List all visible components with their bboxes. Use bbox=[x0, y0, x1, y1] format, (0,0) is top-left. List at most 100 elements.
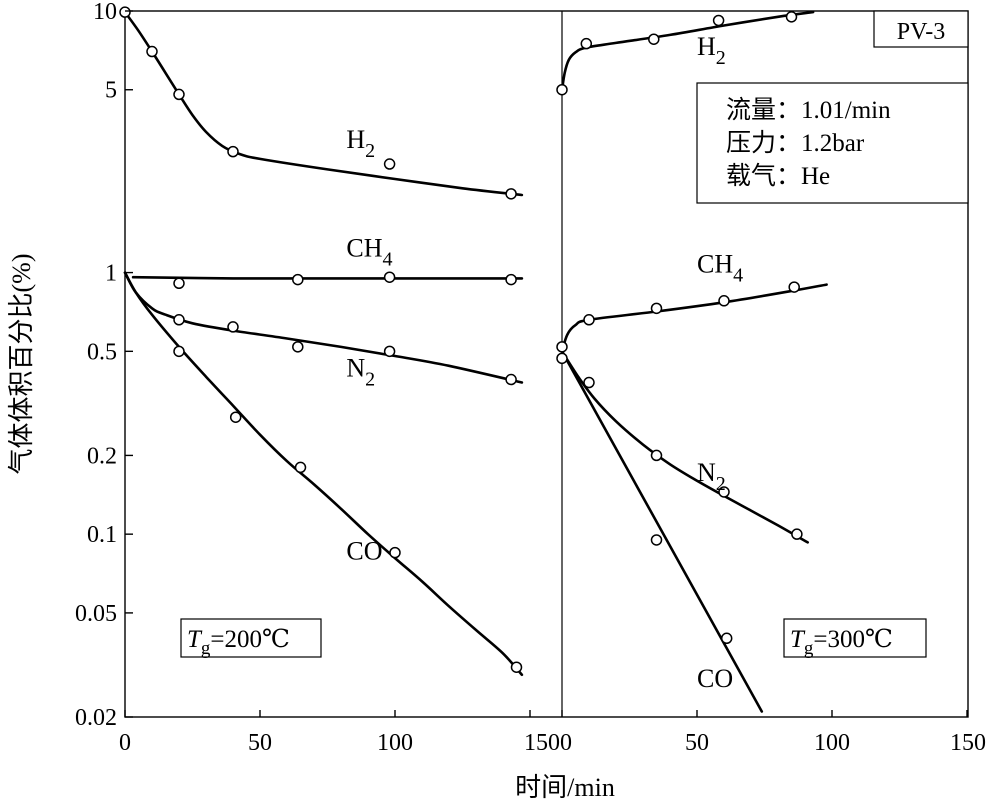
x-tick-label: 100 bbox=[814, 730, 850, 756]
right-h2-point bbox=[648, 33, 660, 45]
info-line: 压力：1.2bar bbox=[726, 129, 865, 157]
x-tick-label: 150 bbox=[950, 730, 986, 756]
y-tick-label: 1 bbox=[105, 261, 117, 287]
info-line: 载气：He bbox=[726, 162, 830, 190]
left-h2-point bbox=[227, 145, 239, 158]
series-name: CH bbox=[346, 234, 382, 263]
condition-symbol: T bbox=[187, 626, 203, 653]
left-co-label: CO bbox=[346, 537, 382, 566]
data-markers bbox=[119, 6, 803, 673]
y-axis-label: 气体体积百分比(%) bbox=[7, 254, 36, 475]
x-tick-label: 1500 bbox=[524, 730, 572, 756]
left-n2-label: N2 bbox=[346, 354, 375, 391]
right-n2-curve bbox=[560, 350, 809, 544]
right-h2-point bbox=[712, 14, 725, 27]
left-ch4-point bbox=[505, 273, 517, 286]
right-condition-box bbox=[783, 618, 927, 658]
left-h2-point bbox=[383, 158, 396, 170]
series-name: CH bbox=[697, 250, 733, 279]
right-h2-label: H2 bbox=[697, 32, 726, 69]
right-n2-point bbox=[650, 449, 663, 462]
info-line: 流量：1.01/min bbox=[726, 96, 891, 124]
condition-symbol: T bbox=[790, 626, 806, 653]
right-co-label: CO bbox=[697, 664, 733, 693]
right-ch4-point bbox=[556, 341, 568, 353]
series-subscript: 2 bbox=[365, 369, 375, 391]
series-subscript: 2 bbox=[716, 47, 726, 69]
y-tick-label: 0.05 bbox=[75, 601, 117, 627]
series-name: CO bbox=[346, 537, 382, 566]
plot-frame bbox=[124, 10, 969, 718]
right-co-point bbox=[650, 534, 663, 546]
left-ch4-point bbox=[173, 277, 185, 290]
right-condition-text: Tg=300℃ bbox=[790, 626, 893, 659]
series-name: N bbox=[697, 458, 716, 487]
right-n2-point bbox=[556, 352, 568, 365]
right-ch4-point bbox=[583, 314, 595, 326]
right-co-curve bbox=[560, 350, 764, 713]
right-ch4-label: CH4 bbox=[697, 250, 743, 287]
left-h2-point bbox=[119, 6, 131, 18]
left-n2-point bbox=[173, 314, 185, 326]
x-tick-label: 0 bbox=[119, 730, 131, 756]
left-h2-point bbox=[146, 45, 158, 58]
left-n2-curve bbox=[123, 271, 524, 384]
left-ch4-point bbox=[383, 271, 396, 283]
right-ch4-point bbox=[788, 281, 800, 293]
left-h2-curve bbox=[123, 10, 524, 197]
left-n2-point bbox=[383, 345, 396, 358]
y-tick-label: 0.2 bbox=[87, 443, 117, 469]
left-n2-point bbox=[292, 341, 304, 353]
left-co-point bbox=[294, 461, 307, 474]
right-h2-point bbox=[556, 83, 568, 96]
panel-title-box bbox=[873, 10, 969, 48]
series-name: N bbox=[346, 354, 365, 383]
series-name: H bbox=[697, 32, 716, 61]
right-n2-label: N2 bbox=[697, 458, 726, 495]
left-n2-point bbox=[227, 321, 239, 333]
condition-value: =300℃ bbox=[813, 626, 893, 653]
left-co-point bbox=[389, 546, 401, 559]
x-tick-label: 50 bbox=[685, 730, 709, 756]
right-ch4-point bbox=[718, 295, 730, 307]
x-tick-label: 50 bbox=[248, 730, 272, 756]
left-h2-point bbox=[173, 88, 185, 101]
y-tick-label: 0.02 bbox=[75, 705, 117, 731]
x-tick-label: 100 bbox=[377, 730, 413, 756]
right-h2-point bbox=[580, 37, 593, 50]
left-h2-point bbox=[505, 188, 517, 200]
right-ch4-point bbox=[650, 302, 663, 315]
left-ch4-curve bbox=[131, 275, 524, 280]
panel-title: PV-3 bbox=[897, 19, 945, 45]
y-tick-label: 10 bbox=[93, 0, 117, 25]
series-subscript: 2 bbox=[365, 140, 375, 162]
info-box bbox=[696, 82, 969, 204]
right-n2-point bbox=[791, 528, 803, 540]
left-ch4-label: CH4 bbox=[346, 234, 392, 271]
y-tick-label: 5 bbox=[105, 78, 117, 104]
right-n2-point bbox=[583, 376, 595, 389]
right-h2-curve bbox=[560, 10, 815, 92]
series-subscript: 4 bbox=[383, 249, 393, 271]
axes: 10 5 1 0.5 0.2 0.1 0.05 0.02 气体体积百分比(%) 0 50 100 150… bbox=[7, 0, 986, 756]
left-n2-point bbox=[505, 373, 517, 386]
condition-subscript: g bbox=[201, 638, 211, 659]
left-co-point bbox=[173, 345, 185, 358]
left-co-point bbox=[510, 661, 523, 673]
left-condition-text: Tg=200℃ bbox=[187, 626, 290, 659]
left-h2-label: H2 bbox=[346, 125, 375, 162]
y-tick-label: 0.1 bbox=[87, 522, 117, 548]
right-n2-point bbox=[718, 486, 730, 498]
right-co-point bbox=[720, 632, 733, 645]
series-subscript: 2 bbox=[716, 473, 726, 495]
left-co-point bbox=[229, 411, 242, 423]
right-h2-point bbox=[785, 11, 798, 23]
x-axis-label: 时间/min bbox=[515, 773, 615, 802]
left-co-curve bbox=[123, 271, 524, 677]
annotation-boxes: Tg=200℃ Tg=300℃PV-3流量：1.01/min压力：1.2bar载气… bbox=[180, 10, 969, 659]
y-tick-label: 0.5 bbox=[87, 339, 117, 365]
series-subscript: 4 bbox=[733, 265, 743, 287]
condition-subscript: g bbox=[804, 638, 814, 659]
left-condition-box bbox=[180, 618, 322, 658]
